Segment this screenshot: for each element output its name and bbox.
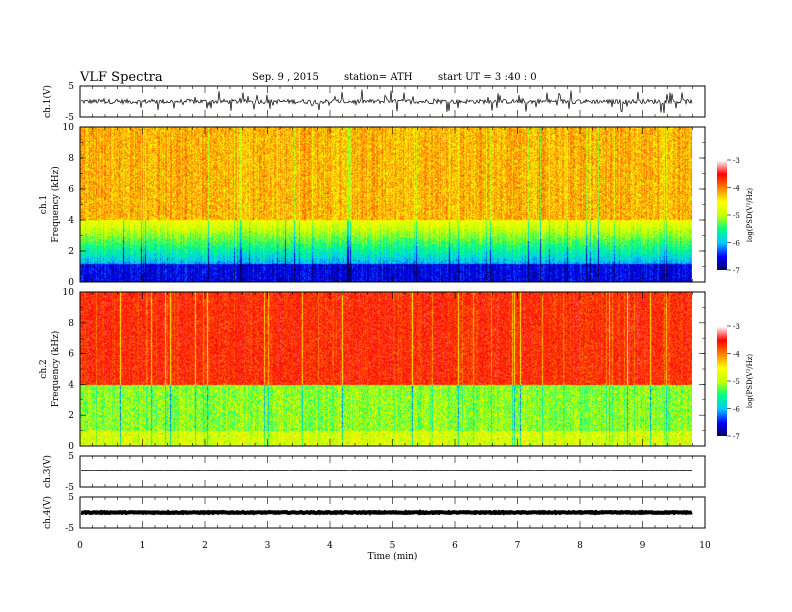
ch2-spectrogram-image xyxy=(80,292,692,446)
y-tick-label: 6 xyxy=(68,185,74,195)
station-label: station= ATH xyxy=(344,72,413,83)
x-tick-label: 9 xyxy=(640,541,646,551)
panel-frame-ch1-spectrogram xyxy=(79,126,706,283)
x-tick-label: 7 xyxy=(515,541,521,551)
x-tick-label: 10 xyxy=(699,541,711,551)
y-axis-label: Frequency (kHz) xyxy=(50,331,61,408)
y-tick-label: -5 xyxy=(65,113,74,123)
y-tick-label: -5 xyxy=(65,524,74,534)
colorbar-tick-label: -6 xyxy=(733,240,740,248)
colorbar-tick-label: -7 xyxy=(733,433,740,441)
y-tick-label: 0 xyxy=(68,442,74,452)
x-axis-label: Time (min) xyxy=(368,551,418,562)
y-tick-label: 6 xyxy=(68,350,74,360)
y-tick-label: -5 xyxy=(65,483,74,493)
colorbar-tick-label: -4 xyxy=(733,351,740,359)
x-tick-label: 3 xyxy=(265,541,271,551)
start-time-label: start UT = 3 :40 : 0 xyxy=(438,72,537,83)
colorbar-tick-label: -5 xyxy=(733,378,740,386)
y-tick-label: 5 xyxy=(68,452,74,462)
ch2-colorbar xyxy=(717,326,727,436)
y-axis-label: ch.4(V) xyxy=(42,496,53,529)
x-tick-label: 0 xyxy=(77,541,83,551)
y-axis-label: ch.3(V) xyxy=(42,455,53,488)
ch1-spectrogram-image xyxy=(80,127,692,282)
x-tick-label: 2 xyxy=(202,541,208,551)
y-tick-label: 2 xyxy=(68,411,74,421)
y-tick-label: 10 xyxy=(63,123,75,133)
y-tick-label: 8 xyxy=(68,154,74,164)
figure-title: VLF Spectra xyxy=(80,70,163,85)
x-tick-label: 6 xyxy=(452,541,458,551)
y-tick-label: 4 xyxy=(68,216,74,226)
x-tick-label: 5 xyxy=(390,541,396,551)
colorbar-label: log(PSD(V²/Hz) xyxy=(746,354,754,409)
colorbar-tick-label: -6 xyxy=(733,406,740,414)
waveform-trace-ch1-waveform xyxy=(80,89,693,114)
y-tick-label: 0 xyxy=(68,278,74,288)
y-tick-label: 10 xyxy=(63,288,75,298)
date-label: Sep. 9 , 2015 xyxy=(252,72,319,83)
y-axis-label: Frequency (kHz) xyxy=(50,166,61,243)
x-tick-label: 1 xyxy=(140,541,146,551)
colorbar-label: log(PSD(V²/Hz) xyxy=(746,188,754,243)
channel-label: ch.1 xyxy=(39,195,49,214)
x-tick-label: 4 xyxy=(327,541,333,551)
colorbar-tick-label: -4 xyxy=(733,185,740,193)
y-tick-label: 4 xyxy=(68,380,74,390)
y-tick-label: 5 xyxy=(68,493,74,503)
y-axis-label: ch.1(V) xyxy=(42,85,53,118)
waveform-trace-ch4-waveform xyxy=(80,509,693,516)
colorbar-tick-label: -5 xyxy=(733,212,740,220)
colorbar-tick-label: -3 xyxy=(733,157,740,165)
colorbar-tick-label: -3 xyxy=(733,323,740,331)
y-tick-label: 5 xyxy=(68,82,74,92)
panel-frame-ch2-spectrogram xyxy=(79,291,706,447)
colorbar-tick-label: -7 xyxy=(733,267,740,275)
channel-label: ch.2 xyxy=(39,359,49,378)
y-tick-label: 2 xyxy=(68,247,74,257)
x-tick-label: 8 xyxy=(577,541,583,551)
ch1-colorbar xyxy=(717,160,727,270)
y-tick-label: 8 xyxy=(68,319,74,329)
